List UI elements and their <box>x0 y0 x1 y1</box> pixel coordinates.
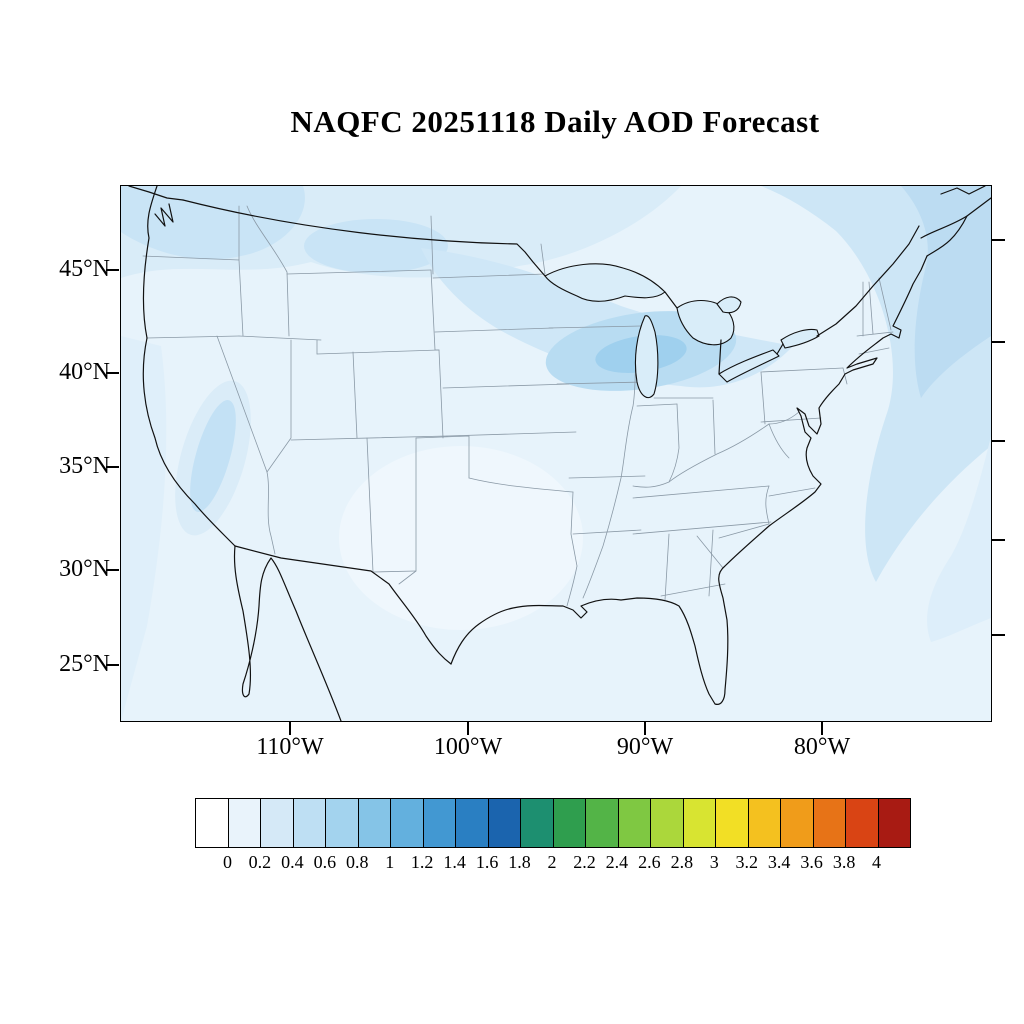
lat-label-40n: 40°N <box>59 359 110 385</box>
colorbar-tick-label: 0.6 <box>313 852 337 872</box>
lat-tick-left <box>106 372 119 374</box>
colorbar-box <box>423 799 456 847</box>
colorbar-box <box>781 799 814 847</box>
lon-label-90w: 90°W <box>616 734 674 760</box>
colorbar-box <box>651 799 684 847</box>
state-borders <box>142 205 894 607</box>
colorbar-tick-label: 0.8 <box>346 852 369 872</box>
colorbar-box <box>391 799 424 847</box>
lon-tick <box>467 722 469 735</box>
colorbar-box <box>228 799 261 847</box>
lake-michigan <box>634 315 659 399</box>
colorbar-box <box>488 799 521 847</box>
lon-label-100w: 100°W <box>433 734 503 760</box>
lat-tick-right <box>992 341 1005 343</box>
aod-shading <box>121 186 991 721</box>
colorbar-box <box>683 799 716 847</box>
lat-tick-right <box>992 239 1005 241</box>
colorbar-box <box>748 799 781 847</box>
colorbar-box <box>846 799 879 847</box>
colorbar-tick-label: 1 <box>385 852 395 872</box>
colorbar-box <box>521 799 554 847</box>
colorbar-labels: 0 0.2 0.4 0.6 0.8 1 1.2 1.4 1.6 1.8 2 2.2 2.4 2.6 2.8 3… <box>195 852 909 874</box>
lat-tick-left <box>106 664 119 666</box>
lat-label-45n: 45°N <box>59 256 110 282</box>
colorbar-box <box>293 799 326 847</box>
lat-label-25n: 25°N <box>59 651 110 677</box>
coastlines <box>128 186 991 721</box>
colorbar-tick-label: 0.2 <box>248 852 272 872</box>
colorbar <box>195 798 911 848</box>
lake-ontario <box>780 328 820 349</box>
lake-erie <box>718 349 780 383</box>
colorbar-tick-label: 2.2 <box>573 852 596 872</box>
colorbar-tick-label: 2.6 <box>638 852 661 872</box>
colorbar-box <box>716 799 749 847</box>
lon-tick <box>289 722 291 735</box>
colorbar-box <box>618 799 651 847</box>
colorbar-box <box>878 799 910 847</box>
lon-label-80w: 80°W <box>793 734 851 760</box>
lat-tick-right <box>992 634 1005 636</box>
colorbar-box <box>326 799 359 847</box>
colorbar-tick-label: 1.4 <box>443 852 466 872</box>
colorbar-tick-label: 3.4 <box>767 852 791 872</box>
colorbar-box <box>586 799 619 847</box>
colorbar-tick-label: 3.2 <box>735 852 758 872</box>
colorbar-tick-label: 0 <box>222 852 232 872</box>
colorbar-tick-label: 0.4 <box>281 852 304 872</box>
georgian-bay <box>716 296 742 314</box>
lat-tick-left <box>106 569 119 571</box>
lat-tick-right <box>992 440 1005 442</box>
colorbar-tick-label: 4 <box>872 852 882 872</box>
colorbar-tick-label: 2 <box>547 852 557 872</box>
lon-tick <box>644 722 646 735</box>
colorbar-box <box>358 799 391 847</box>
page-title: NAQFC 20251118 Daily AOD Forecast <box>290 104 820 139</box>
colorbar-box <box>456 799 489 847</box>
lat-label-35n: 35°N <box>59 453 110 479</box>
lon-label-110w: 110°W <box>256 734 324 760</box>
colorbar-tick-label: 1.6 <box>475 852 499 872</box>
colorbar-tick-label: 2.4 <box>605 852 629 872</box>
lat-label-30n: 30°N <box>59 556 110 582</box>
lon-tick <box>821 722 823 735</box>
colorbar-box <box>553 799 586 847</box>
colorbar-tick-label: 2.8 <box>670 852 694 872</box>
colorbar-tick-label: 1.2 <box>410 852 434 872</box>
great-lakes <box>544 263 820 399</box>
colorbar-tick-label: 1.8 <box>508 852 531 872</box>
conus-map <box>121 186 991 721</box>
colorbar-tick-label: 3.8 <box>832 852 856 872</box>
map-frame <box>120 185 992 722</box>
lake-huron <box>676 299 735 346</box>
lat-tick-left <box>106 269 119 271</box>
colorbar-tick-label: 3.6 <box>800 852 823 872</box>
lat-tick-left <box>106 466 119 468</box>
lake-superior <box>544 263 666 302</box>
colorbar-box <box>261 799 294 847</box>
lat-tick-right <box>992 539 1005 541</box>
colorbar-tick-label: 3 <box>709 852 719 872</box>
colorbar-box <box>813 799 846 847</box>
colorbar-box <box>196 799 229 847</box>
